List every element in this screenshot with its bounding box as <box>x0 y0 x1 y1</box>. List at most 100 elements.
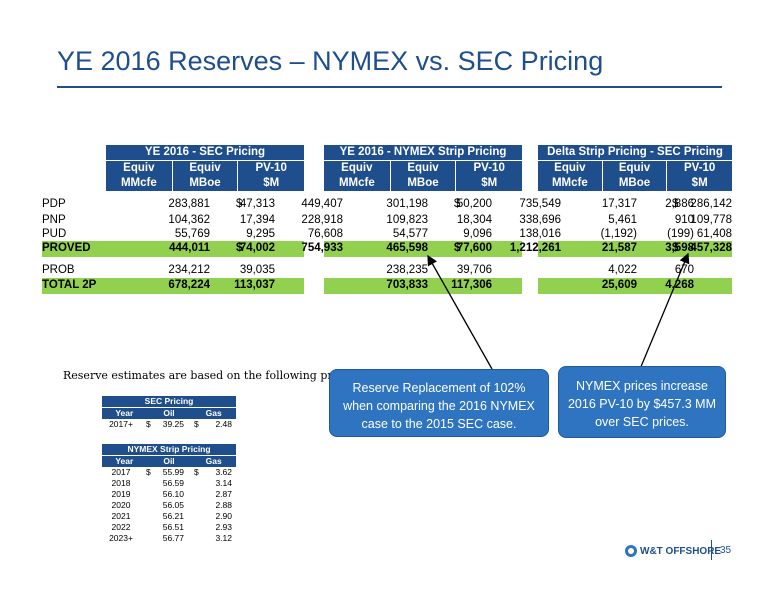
col-unit: MMcfe <box>338 177 375 189</box>
dollar-sign: $ <box>454 242 461 254</box>
logo-icon <box>625 545 637 557</box>
cell: (1,192) <box>600 228 637 240</box>
cell: 457,328 <box>690 242 732 254</box>
col-gas: Gas <box>205 456 222 466</box>
cell: 301,198 <box>386 198 428 210</box>
callout-nymex-increase: NYMEX prices increase 2016 PV-10 by $457… <box>558 366 726 438</box>
cell: 678,224 <box>168 279 210 291</box>
cell: 283,881 <box>168 198 210 210</box>
cell: 465,598 <box>386 242 428 254</box>
row-label: TOTAL 2P <box>42 279 97 291</box>
col-unit: MMcfe <box>551 177 588 189</box>
row-label: PDP <box>42 198 66 210</box>
dollar-sign: $ <box>194 467 199 477</box>
year-cell: 2017 <box>111 467 131 477</box>
gas-cell: 3.14 <box>215 478 232 488</box>
cell: 9,295 <box>246 228 275 240</box>
table-row: PDP 283,881 47,313 $ 449,407 301,198 50,… <box>42 197 732 213</box>
gas-cell: 2.93 <box>215 522 232 532</box>
row-label: PUD <box>42 228 67 240</box>
cell: 113,037 <box>234 279 275 291</box>
sec-pricing-header: YE 2016 - SEC Pricing Equiv MMcfe Equiv MB… <box>106 145 304 191</box>
cell: 735,549 <box>519 198 561 210</box>
gas-cell: 2.90 <box>215 511 232 521</box>
cell: 117,306 <box>451 279 492 291</box>
cell: 754,933 <box>301 242 343 254</box>
oil-cell: 56.77 <box>162 533 184 543</box>
gas-cell: 2.88 <box>215 500 232 510</box>
cell: 238,235 <box>386 264 428 276</box>
col-label: Equiv <box>341 162 373 174</box>
cell: 338,696 <box>519 214 561 226</box>
delta-pricing-header: Delta Strip Pricing - SEC Pricing Equiv M… <box>538 145 732 191</box>
cell: 61,408 <box>696 228 732 240</box>
cell: 4,268 <box>665 279 694 291</box>
slide-title: YE 2016 Reserves – NYMEX vs. SEC Pricing <box>57 46 604 76</box>
gas-cell: 2.48 <box>215 419 232 429</box>
cell: 18,304 <box>456 214 492 226</box>
oil-cell: 56.51 <box>162 522 184 532</box>
dollar-sign: $ <box>236 242 243 254</box>
cell: 5,461 <box>608 214 637 226</box>
dollar-sign: $ <box>672 242 679 254</box>
cell: 138,016 <box>519 228 561 240</box>
table-row-proved: PROVED 444,011 74,002 $ 754,933 465,598 … <box>42 241 732 257</box>
cell: 109,823 <box>386 214 428 226</box>
pricing-note: Reserve estimates are based on the follo… <box>63 369 364 382</box>
row-label: PNP <box>42 214 66 226</box>
arrow-to-delta-pv10 <box>639 252 690 370</box>
year-cell: 2019 <box>111 489 131 499</box>
cell: 234,212 <box>168 264 210 276</box>
col-label: PV-10 <box>473 162 505 174</box>
table-row: 2021 56.21 2.90 <box>102 511 236 522</box>
oil-cell: 55.99 <box>162 467 184 477</box>
footer-divider <box>711 540 712 560</box>
table-row: 2023+ 56.77 3.12 <box>102 533 236 544</box>
table-row: 2022 56.51 2.93 <box>102 522 236 533</box>
dollar-sign: $ <box>236 198 243 210</box>
cell: 910 <box>674 214 694 226</box>
col-label: Equiv <box>123 162 155 174</box>
cell: 286,142 <box>690 198 732 210</box>
cell: 39,706 <box>456 264 492 276</box>
year-cell: 2021 <box>111 511 131 521</box>
dollar-sign: $ <box>194 419 199 429</box>
year-cell: 2018 <box>111 478 131 488</box>
cell: 17,317 <box>601 198 637 210</box>
dollar-sign: $ <box>146 419 151 429</box>
col-unit: $M <box>481 177 498 189</box>
dollar-sign: $ <box>672 198 679 210</box>
table-row-total-2p: TOTAL 2P 678,224 113,037 703,833 117,306… <box>42 278 732 294</box>
year-cell: 2023+ <box>109 533 133 543</box>
table-row: PNP 104,362 17,394 228,918 109,823 18,30… <box>42 213 732 229</box>
col-unit: MBoe <box>618 177 651 189</box>
logo-text: W&T OFFSHORE <box>640 545 722 557</box>
page-number: 35 <box>720 545 732 556</box>
cell: 25,609 <box>601 279 637 291</box>
table-row: 2020 56.05 2.88 <box>102 500 236 511</box>
col-oil: Oil <box>163 456 175 466</box>
cell: 228,918 <box>301 214 343 226</box>
cell: 2,886 <box>665 198 694 210</box>
col-label: Equiv <box>554 162 586 174</box>
col-year: Year <box>115 456 134 466</box>
col-year: Year <box>115 408 134 418</box>
cell: 76,608 <box>307 228 343 240</box>
col-unit: MMcfe <box>120 177 157 189</box>
col-gas: Gas <box>205 408 222 418</box>
oil-cell: 39.25 <box>162 419 184 429</box>
oil-cell: 56.10 <box>162 489 184 499</box>
col-unit: MBoe <box>189 177 221 189</box>
table-row: PROB 234,212 39,035 238,235 39,706 4,022… <box>42 263 732 279</box>
col-label: PV-10 <box>255 162 287 174</box>
block-title: Delta Strip Pricing - SEC Pricing <box>538 145 732 161</box>
year-cell: 2020 <box>111 500 131 510</box>
col-label: Equiv <box>189 162 221 174</box>
cell: 104,362 <box>168 214 210 226</box>
dollar-sign: $ <box>146 467 151 477</box>
oil-cell: 56.05 <box>162 500 184 510</box>
gas-cell: 3.12 <box>215 533 232 543</box>
cell: 17,394 <box>239 214 275 226</box>
cell: 74,002 <box>239 242 275 254</box>
